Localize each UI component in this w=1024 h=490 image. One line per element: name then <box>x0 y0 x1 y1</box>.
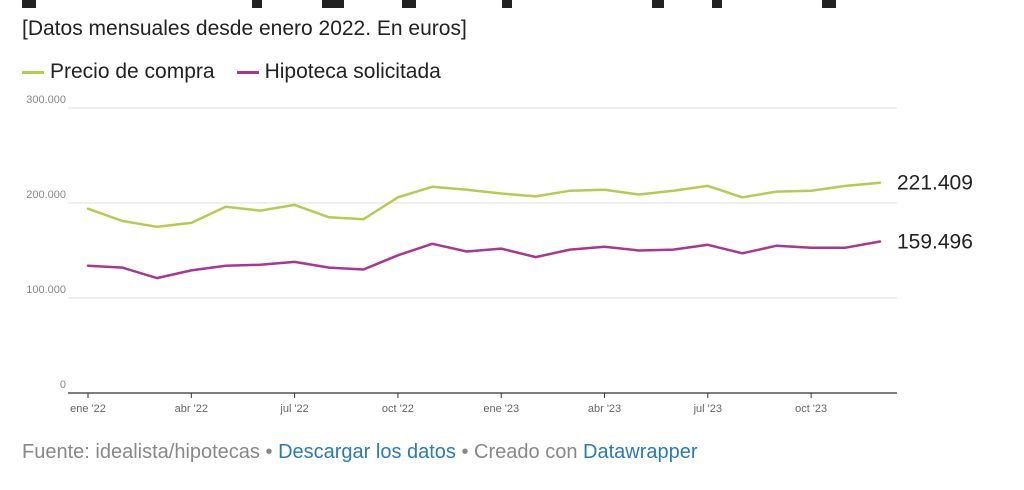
chart-subtitle: [Datos mensuales desde enero 2022. En eu… <box>22 17 467 40</box>
x-tick-label: jul '22 <box>279 403 308 415</box>
y-tick-label: 100.000 <box>26 284 66 296</box>
y-tick-label: 0 <box>60 379 66 391</box>
x-tick-label: abr '22 <box>175 403 208 415</box>
x-tick-label: oct '22 <box>382 403 414 415</box>
x-tick-label: abr '23 <box>588 403 621 415</box>
footer-source: Fuente: idealista/hipotecas <box>22 441 260 463</box>
chart-footer: Fuente: idealista/hipotecas • Descargar … <box>22 441 698 464</box>
datawrapper-link[interactable]: Datawrapper <box>583 441 698 463</box>
footer-separator: • <box>259 441 279 463</box>
x-tick-label: jul '23 <box>693 403 722 415</box>
end-value-label: 221.409 <box>897 172 973 195</box>
y-tick-label: 300.000 <box>26 94 66 106</box>
end-value-label: 159.496 <box>897 230 973 253</box>
download-data-link[interactable]: Descargar los datos <box>278 441 456 463</box>
series-line-hipoteca-solicitada <box>86 240 882 280</box>
series-line-precio-compra <box>86 181 882 229</box>
legend-label-hipoteca: Hipoteca solicitada <box>264 60 441 83</box>
x-tick-label: ene '23 <box>483 403 519 415</box>
x-tick-label: ene '22 <box>70 403 106 415</box>
legend-swatch-hipoteca <box>236 70 259 74</box>
legend-item-hipoteca: Hipoteca solicitada <box>236 60 441 84</box>
title-cropped-strokes <box>22 0 836 8</box>
title-partial <box>22 0 922 30</box>
x-tick-label: oct '23 <box>795 403 827 415</box>
legend-item-precio: Precio de compra <box>22 60 215 84</box>
legend-label-precio: Precio de compra <box>50 60 215 83</box>
line-chart: 0 100.000 200.000 300.000 ene '22 abr '22 jul … <box>26 94 973 415</box>
legend-swatch-precio <box>22 70 44 74</box>
chart-legend: Precio de compra Hipoteca solicitada <box>22 60 441 84</box>
y-tick-label: 200.000 <box>26 189 66 201</box>
footer-created-with: • Creado con <box>455 441 584 463</box>
